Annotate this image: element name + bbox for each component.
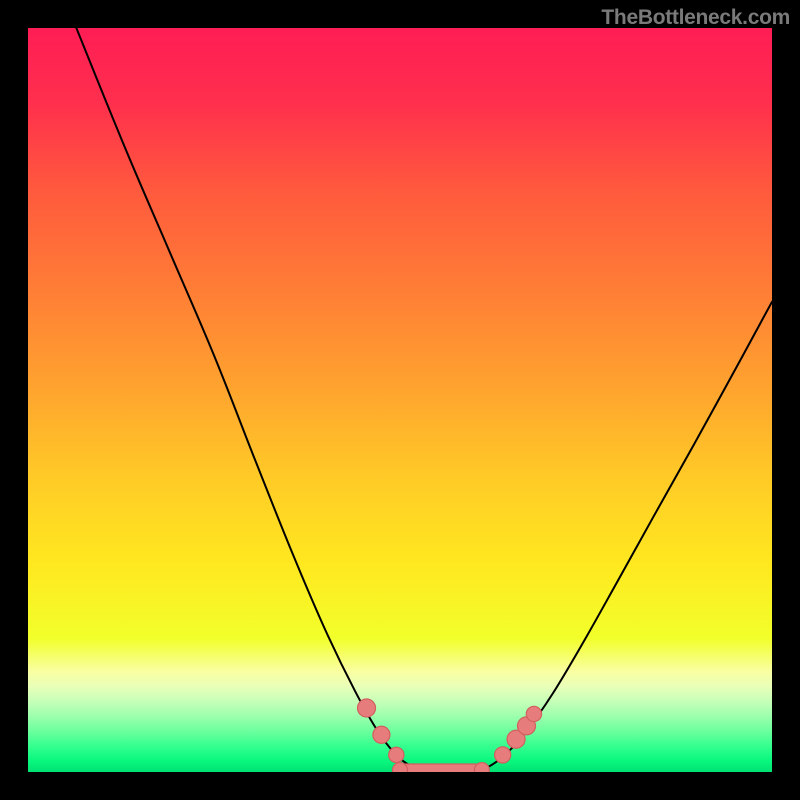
marker-left-2 (389, 747, 404, 762)
plot-background (28, 28, 772, 772)
marker-right-0 (495, 747, 511, 763)
watermark-text: TheBottleneck.com (601, 6, 790, 30)
bottleneck-plot-svg (0, 0, 800, 800)
marker-right-3 (526, 706, 541, 721)
marker-left-1 (373, 726, 390, 743)
marker-left-0 (358, 699, 376, 717)
